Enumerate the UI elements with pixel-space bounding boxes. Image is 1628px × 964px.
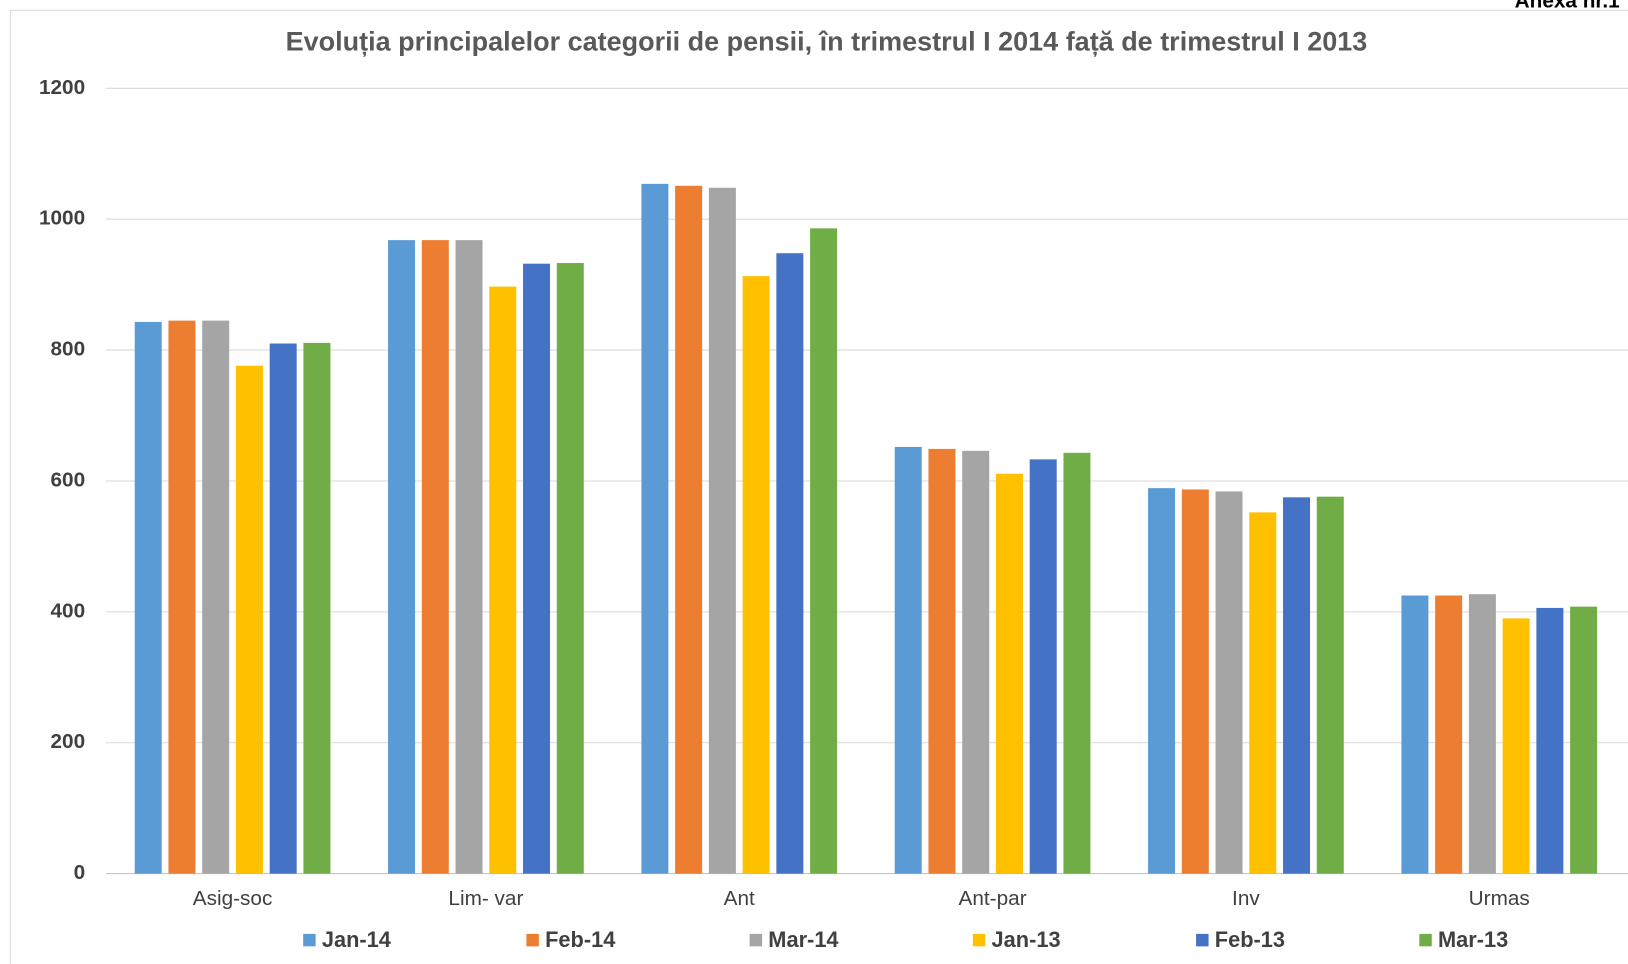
bar xyxy=(269,343,297,874)
bar xyxy=(810,228,838,874)
legend-label: Jan-14 xyxy=(322,927,391,952)
bar xyxy=(1468,594,1496,874)
bar xyxy=(1181,489,1209,874)
legend-label: Feb-14 xyxy=(545,927,615,952)
annotation: Anexa nr.1 xyxy=(1515,0,1620,13)
bar xyxy=(556,263,584,874)
bar xyxy=(742,276,770,874)
bar xyxy=(1570,606,1598,874)
legend-swatch xyxy=(526,933,539,947)
x-tick-label: Ant xyxy=(724,887,755,910)
bar xyxy=(489,286,517,874)
y-tick-label: 400 xyxy=(50,599,85,622)
chart-title: Evoluția principalelor categorii de pens… xyxy=(286,27,1368,57)
legend-swatch xyxy=(1419,933,1432,947)
y-tick-label: 1000 xyxy=(39,207,85,230)
bar xyxy=(1215,491,1243,874)
bar xyxy=(1283,497,1311,874)
bar xyxy=(1401,595,1429,874)
y-tick-label: 800 xyxy=(50,338,85,361)
bar xyxy=(235,365,263,874)
bar xyxy=(1249,512,1277,874)
legend-label: Jan-13 xyxy=(992,927,1061,952)
legend-label: Feb-13 xyxy=(1215,927,1285,952)
bar xyxy=(1063,452,1091,874)
bar xyxy=(894,446,922,874)
y-tick-label: 0 xyxy=(74,861,86,884)
legend-swatch xyxy=(1196,933,1209,947)
y-tick-label: 200 xyxy=(50,730,85,753)
bar xyxy=(641,183,669,874)
y-tick-label: 1200 xyxy=(39,76,85,99)
bar xyxy=(455,240,483,874)
bar xyxy=(1029,459,1057,874)
bar xyxy=(303,342,331,874)
bar xyxy=(523,263,551,874)
legend-swatch xyxy=(303,933,316,947)
bar xyxy=(168,320,196,874)
bar xyxy=(1148,488,1176,874)
y-tick-label: 600 xyxy=(50,468,85,491)
bar xyxy=(675,185,703,874)
bar xyxy=(134,321,162,874)
bar xyxy=(995,473,1023,874)
legend-label: Mar-13 xyxy=(1438,927,1508,952)
bar xyxy=(421,240,449,874)
bar xyxy=(1435,595,1463,874)
bar xyxy=(1502,618,1530,874)
legend-swatch xyxy=(749,933,763,947)
chart-border xyxy=(9,9,1628,964)
bar xyxy=(776,253,804,874)
bar xyxy=(962,450,990,874)
x-tick-label: Lim- var xyxy=(448,887,523,910)
bar xyxy=(202,320,230,874)
x-tick-label: Inv xyxy=(1232,887,1260,910)
bar xyxy=(928,448,956,874)
bar xyxy=(1536,607,1564,874)
x-tick-label: Ant-par xyxy=(959,887,1027,910)
bar xyxy=(1316,496,1344,874)
x-tick-label: Asig-soc xyxy=(193,887,273,910)
legend-label: Mar-14 xyxy=(768,927,838,952)
x-tick-label: Urmas xyxy=(1469,887,1530,910)
bar xyxy=(388,240,416,874)
bar xyxy=(708,187,736,874)
legend-swatch xyxy=(972,933,986,947)
